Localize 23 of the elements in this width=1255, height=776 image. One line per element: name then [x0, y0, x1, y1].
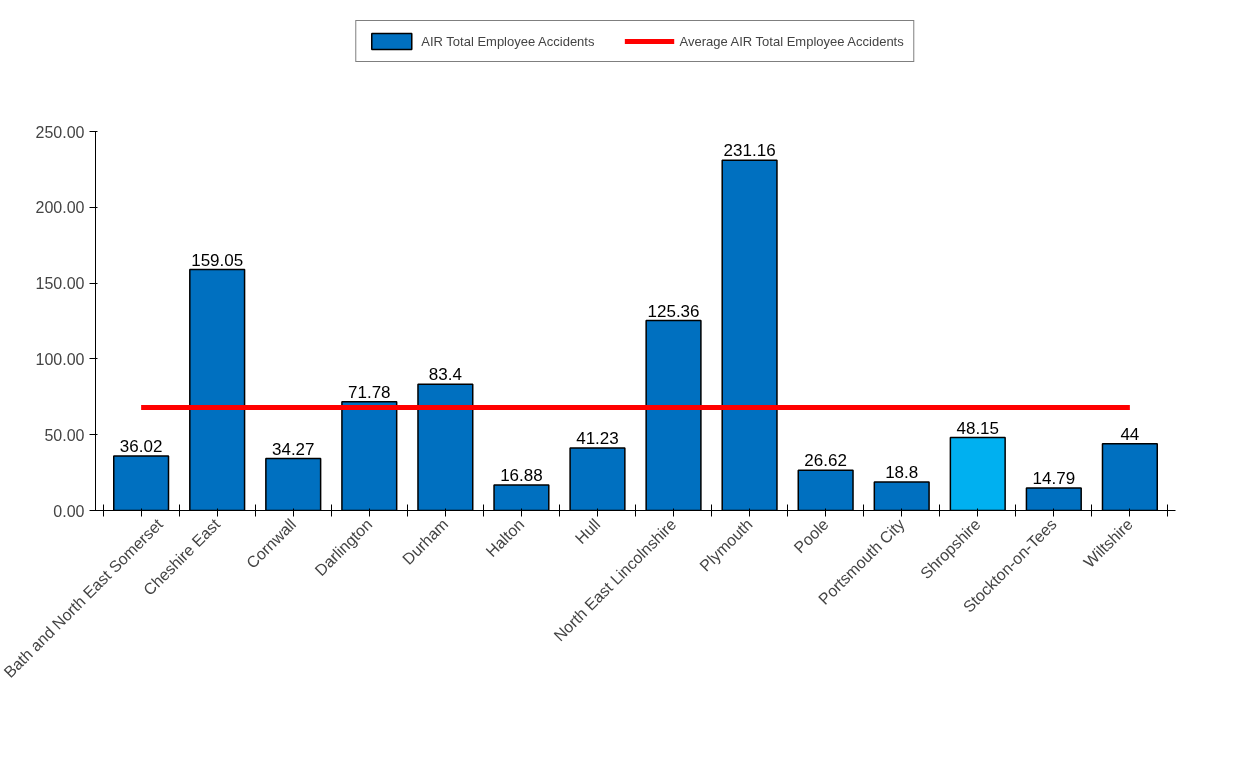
legend-label: AIR Total Employee Accidents [421, 33, 595, 49]
data-label: 231.16 [723, 141, 776, 161]
data-label: 14.79 [1032, 469, 1076, 489]
data-label: 16.88 [500, 465, 543, 485]
data-label: 71.78 [348, 382, 391, 402]
y-tick-label: 200.00 [35, 199, 85, 217]
data-label: 41.23 [576, 429, 619, 449]
y-tick-label: 150.00 [35, 275, 85, 293]
y-tick-label: 100.00 [35, 350, 85, 368]
data-label: 18.8 [885, 463, 919, 483]
data-label: 26.62 [804, 451, 847, 471]
data-label: 159.05 [191, 250, 244, 270]
data-label: 34.27 [271, 439, 315, 459]
y-tick-label: 250.00 [35, 123, 85, 141]
data-label: 83.4 [428, 365, 462, 385]
legend-label: Average AIR Total Employee Accidents [679, 33, 904, 49]
data-label: 36.02 [119, 436, 163, 456]
data-label: 125.36 [647, 301, 700, 321]
y-tick-label: 50.00 [44, 426, 85, 444]
data-label: 44 [1120, 424, 1140, 444]
x-tick-label: Hull [571, 515, 604, 547]
data-label: 48.15 [956, 418, 1000, 438]
y-tick-label: 0.00 [53, 502, 85, 520]
